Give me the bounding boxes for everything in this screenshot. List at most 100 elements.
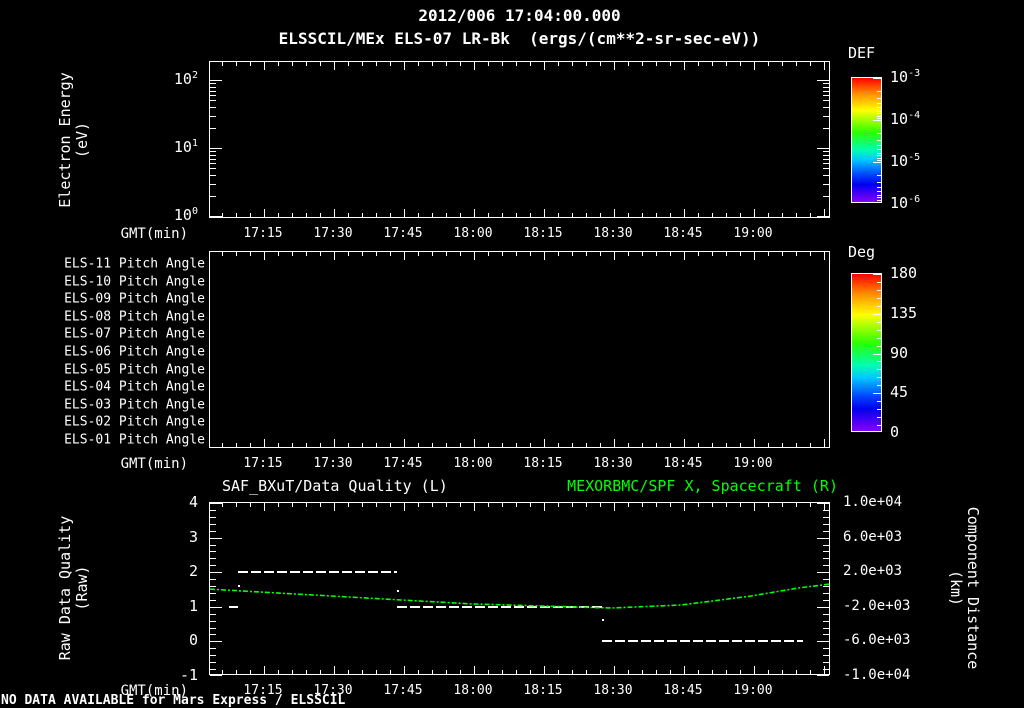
right-y-tick-label: 2.0e+03 [843,563,903,580]
def-colorbar [851,77,882,204]
y-tick [210,627,216,629]
x-tick-minor [768,252,769,256]
x-tick-minor [558,62,559,66]
x-tick-minor [572,62,573,66]
y-tick [210,537,222,539]
x-tick-minor [306,670,307,674]
x-tick-minor [572,252,573,256]
x-tick-minor [782,503,783,507]
x-tick-minor [432,252,433,256]
x-tick-minor [698,670,699,674]
x-tick-major [684,503,685,511]
x-tick-minor [488,252,489,256]
x-tick-major [334,252,335,260]
x-tick-minor [292,213,293,217]
x-tick-minor [460,443,461,447]
x-tick-label: 17:45 [383,683,423,698]
x-tick-minor [642,252,643,256]
x-tick-minor [810,252,811,256]
y-tick [210,551,216,553]
x-tick-major [614,666,615,674]
deg-colorbar-title: Deg [848,243,876,261]
colorbar-tick [873,393,881,395]
x-tick-minor [362,62,363,66]
x-tick-major [264,439,265,447]
colorbar-tick-minor [877,377,881,379]
x-tick-minor [250,670,251,674]
pitch-angle-row-label: ELS-11 Pitch Angle [64,256,205,272]
colorbar-tick-minor [877,385,881,387]
x-tick-major [474,503,475,511]
pitch-angle-row-label: ELS-04 Pitch Angle [64,379,205,395]
x-tick-minor [306,443,307,447]
x-tick-minor [530,213,531,217]
x-tick-minor [796,670,797,674]
x-tick-minor [488,443,489,447]
x-tick-label: 18:30 [593,683,633,698]
x-tick-minor [516,503,517,507]
x-tick-label: 17:30 [313,683,353,698]
y-tick [823,175,829,177]
x-tick-minor [768,670,769,674]
right-y-tick-label: 1.0e+04 [843,494,903,510]
colorbar-tick-minor [877,149,881,151]
y-tick [817,641,829,643]
x-tick-minor [488,503,489,507]
colorbar-tick-minor [877,98,881,100]
x-tick-major [684,439,685,447]
y-tick-label: 102 [173,70,198,88]
right-y-tick-label: -2.0e+03 [843,597,911,614]
y-tick [210,606,222,608]
x-tick-minor [586,62,587,66]
colorbar-tick [873,431,881,432]
y-tick [823,627,829,629]
colorbar-tick-minor [877,409,881,411]
x-tick-label: 17:45 [383,456,423,471]
colorbar-tick-minor [877,401,881,403]
x-tick-minor [670,670,671,674]
quality-marker [396,589,399,592]
x-tick-minor [250,213,251,217]
x-tick-minor [628,252,629,256]
y-tick [210,95,216,97]
x-tick-major [404,666,405,674]
y-tick-label: 100 [173,206,198,224]
y-tick [210,168,216,170]
x-tick-major [684,252,685,260]
x-tick-minor [460,62,461,66]
left-y-tick-label: 3 [188,527,198,546]
x-tick-label: 18:45 [663,456,703,471]
left-y-tick-label: 0 [188,631,198,650]
colorbar-tick-minor [877,329,881,331]
x-tick-major [544,439,545,447]
x-tick-minor [572,503,573,507]
x-tick-minor [670,213,671,217]
x-tick-minor [222,503,223,507]
colorbar-tick-minor [877,187,881,189]
y-tick [210,107,216,109]
x-tick-major [334,503,335,511]
x-tick-minor [488,213,489,217]
x-tick-minor [502,62,503,66]
x-tick-minor [768,443,769,447]
x-tick-minor [530,670,531,674]
def-colorbar-title: DEF [848,44,876,62]
x-tick-minor [600,213,601,217]
colorbar-tick-minor [877,107,881,109]
colorbar-tick-minor [877,281,881,283]
x-tick-major [264,62,265,70]
x-tick-minor [698,252,699,256]
pitch-angle-row-label: ELS-08 Pitch Angle [64,309,205,325]
colorbar-tick-minor [877,155,881,157]
y-tick [817,675,829,676]
y-tick [210,523,216,525]
x-tick-minor [726,503,727,507]
x-tick-label: 18:30 [593,456,633,471]
x-tick-major [824,209,825,217]
x-tick-minor [292,252,293,256]
y-tick [823,86,829,88]
x-tick-minor [432,443,433,447]
y-tick [823,565,829,567]
y-tick [817,216,829,217]
